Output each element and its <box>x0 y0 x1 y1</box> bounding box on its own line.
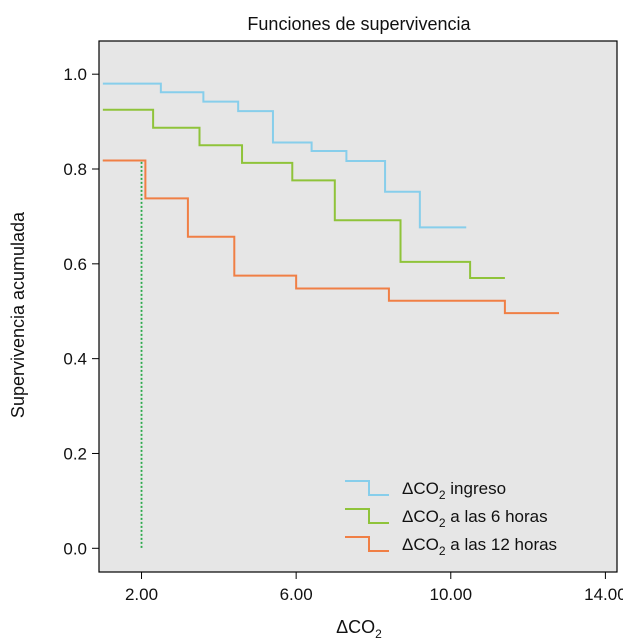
x-axis-label: ΔCO2 <box>336 617 382 641</box>
y-axis: 0.0 0.2 0.4 0.6 0.8 1.0 <box>63 65 99 558</box>
y-tick-label: 0.4 <box>63 350 87 369</box>
legend-label-rest: ingreso <box>446 479 506 498</box>
legend-label-base: ΔCO <box>402 507 439 526</box>
legend-swatch-0 <box>345 480 389 496</box>
y-tick-label: 0.8 <box>63 160 87 179</box>
legend-swatch-1 <box>345 508 389 524</box>
x-axis-label-base: ΔCO <box>336 617 375 637</box>
plot-area <box>98 40 618 573</box>
y-tick-label: 0.6 <box>63 255 87 274</box>
legend-label-base: ΔCO <box>402 535 439 554</box>
legend-label-2: ΔCO2 a las 12 horas <box>402 535 557 558</box>
x-tick-label: 10.00 <box>430 585 473 604</box>
x-tick-label: 14.00 <box>584 585 623 604</box>
legend-label-0: ΔCO2 ingreso <box>402 479 506 502</box>
y-tick-label: 0.2 <box>63 444 87 463</box>
series-layer <box>102 82 560 549</box>
chart-title: Funciones de supervivencia <box>247 14 471 34</box>
series-line-2 <box>102 159 560 315</box>
legend-label-rest: a las 12 horas <box>446 535 558 554</box>
x-axis-label-subscript: 2 <box>375 627 382 641</box>
legend-label-rest: a las 6 horas <box>446 507 548 526</box>
legend-swatch-2 <box>345 536 389 552</box>
y-axis-label: Supervivencia acumulada <box>8 211 28 418</box>
x-axis: 2.00 6.00 10.00 14.00 <box>125 572 623 604</box>
y-tick-label: 1.0 <box>63 65 87 84</box>
legend-label-base: ΔCO <box>402 479 439 498</box>
series-line-1 <box>102 108 505 280</box>
series-line-0 <box>102 82 467 229</box>
legend-label-subscript: 2 <box>439 544 446 558</box>
x-tick-label: 6.00 <box>280 585 313 604</box>
legend-label-subscript: 2 <box>439 488 446 502</box>
legend-label-subscript: 2 <box>439 516 446 530</box>
legend-label-1: ΔCO2 a las 6 horas <box>402 507 548 530</box>
x-tick-label: 2.00 <box>125 585 158 604</box>
y-tick-label: 0.0 <box>63 539 87 558</box>
